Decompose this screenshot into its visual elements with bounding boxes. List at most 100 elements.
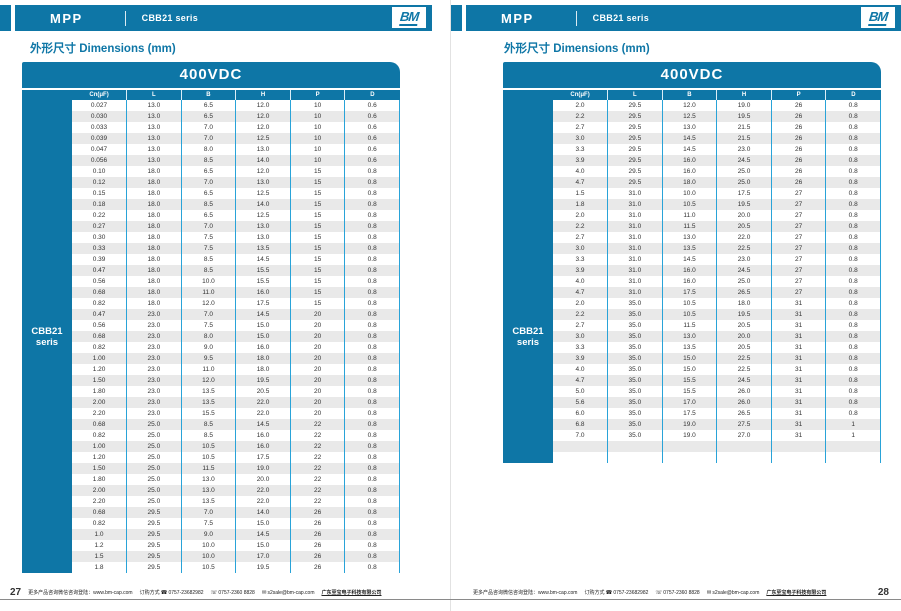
table-cell: 31: [771, 375, 827, 386]
table-cell: 0.030: [72, 111, 128, 122]
table-cell: 4.0: [553, 166, 609, 177]
table-cell: 26: [771, 122, 827, 133]
table-cell: 12.0: [235, 100, 291, 111]
table-cell: 22: [290, 452, 346, 463]
table-cell: 35.0: [607, 298, 663, 309]
table-cell: 6.0: [553, 408, 609, 419]
table-cell: 27: [771, 276, 827, 287]
table-cell: 1.8: [553, 199, 609, 210]
table-cell: 2.00: [72, 485, 128, 496]
table-cell: 23.0: [126, 364, 182, 375]
table-cell: 14.0: [235, 155, 291, 166]
table-cell: 18.0: [126, 188, 182, 199]
table-row: 7.0 35.0 19.0 27.0 31 1: [553, 430, 881, 441]
table-cell: 7.0: [181, 309, 237, 320]
table-cell: 10: [290, 100, 346, 111]
table-cell: 0.027: [72, 100, 128, 111]
series-side-label-line2: seris: [35, 336, 59, 348]
header-accent-square: [0, 5, 11, 31]
table-cell: 31.0: [607, 210, 663, 221]
table-cell: 23.0: [716, 144, 772, 155]
table-cell: 0.8: [825, 342, 881, 353]
table-cell: 2.20: [72, 496, 128, 507]
table-cell: 2.0: [553, 100, 609, 111]
table-cell: 21.5: [716, 133, 772, 144]
brand-logo-text: BM: [399, 8, 420, 26]
table-cell: 18.0: [126, 287, 182, 298]
table-cell: 13.0: [126, 122, 182, 133]
table-cell: 14.5: [235, 529, 291, 540]
series-side-band: CBB21 seris: [503, 90, 553, 463]
table-cell: 0.33: [72, 243, 128, 254]
header-divider: [575, 10, 577, 26]
table-cell: 13.5: [662, 243, 718, 254]
series-side-label-line2: seris: [516, 336, 540, 348]
column-header-p: P: [290, 90, 346, 100]
table-cell: 18.0: [126, 243, 182, 254]
table-cell: 31: [771, 309, 827, 320]
table-cell: 23.0: [126, 386, 182, 397]
table-cell: 29.5: [126, 507, 182, 518]
table-cell: 15.0: [662, 364, 718, 375]
table-row: 2.0 35.0 10.5 18.0 31 0.8: [553, 298, 881, 309]
table-cell: 7.5: [181, 232, 237, 243]
table-cell: 7.0: [553, 430, 609, 441]
table-cell: 9.0: [181, 529, 237, 540]
table-cell: 26: [290, 507, 346, 518]
table-cell: 3.0: [553, 133, 609, 144]
table-cell: 0.8: [344, 210, 400, 221]
table-cell: 0.8: [344, 562, 400, 573]
table-cell: 18.0: [126, 254, 182, 265]
table-cell: 26: [290, 529, 346, 540]
table-cell: 19.5: [235, 375, 291, 386]
table-row: 4.0 29.5 16.0 25.0 26 0.8: [553, 166, 881, 177]
table-cell: 29.5: [126, 540, 182, 551]
table-cell: 0.8: [825, 298, 881, 309]
table-row: 0.30 18.0 7.5 13.0 15 0.8: [72, 232, 400, 243]
table-cell: 18.0: [662, 177, 718, 188]
table-cell: 15.0: [662, 353, 718, 364]
table-row: 6.0 35.0 17.5 26.5 31 0.8: [553, 408, 881, 419]
table-cell: [825, 441, 881, 452]
table-cell: 3.9: [553, 155, 609, 166]
table-cell: 1.50: [72, 375, 128, 386]
table-cell: 0.10: [72, 166, 128, 177]
table-cell: [553, 441, 609, 452]
table-cell: 15.0: [235, 320, 291, 331]
table-cell: 8.0: [181, 144, 237, 155]
table-cell: 31: [771, 397, 827, 408]
table-row: 4.0 35.0 15.0 22.5 31 0.8: [553, 364, 881, 375]
table-cell: 15: [290, 265, 346, 276]
footer-company: 广东至宝电子科技有限公司: [321, 590, 382, 596]
table-cell: 0.8: [344, 441, 400, 452]
table-cell: 0.12: [72, 177, 128, 188]
table-cell: 26: [771, 155, 827, 166]
table-cell: 13.0: [235, 177, 291, 188]
table-cell: 25.0: [716, 276, 772, 287]
table-cell: 8.0: [181, 331, 237, 342]
table-cell: 0.8: [344, 353, 400, 364]
table-row: 2.2 35.0 10.5 19.5 31 0.8: [553, 309, 881, 320]
table-row: 2.7 29.5 13.0 21.5 26 0.8: [553, 122, 881, 133]
table-cell: 0.6: [344, 133, 400, 144]
table-cell: 6.5: [181, 100, 237, 111]
table-cell: 11.0: [662, 210, 718, 221]
table-cell: 2.7: [553, 232, 609, 243]
table-cell: 9.0: [181, 342, 237, 353]
table-cell: 13.5: [181, 386, 237, 397]
table-cell: 27: [771, 221, 827, 232]
table-row: 2.00 23.0 13.5 22.0 20 0.8: [72, 397, 400, 408]
table-cell: 0.8: [344, 540, 400, 551]
table-cell: 0.47: [72, 265, 128, 276]
table-cell: 24.5: [716, 155, 772, 166]
header-accent-square: [451, 5, 462, 31]
table-cell: 18.0: [126, 232, 182, 243]
table-cell: 0.8: [825, 276, 881, 287]
footer-phone: 0757-23682982: [168, 589, 204, 596]
table-cell: 24.5: [716, 375, 772, 386]
table-cell: 4.7: [553, 287, 609, 298]
table-row: 1.5 31.0 10.0 17.5 27 0.8: [553, 188, 881, 199]
table-cell: 0.8: [825, 386, 881, 397]
table-cell: 0.056: [72, 155, 128, 166]
table-cell: 3.9: [553, 353, 609, 364]
